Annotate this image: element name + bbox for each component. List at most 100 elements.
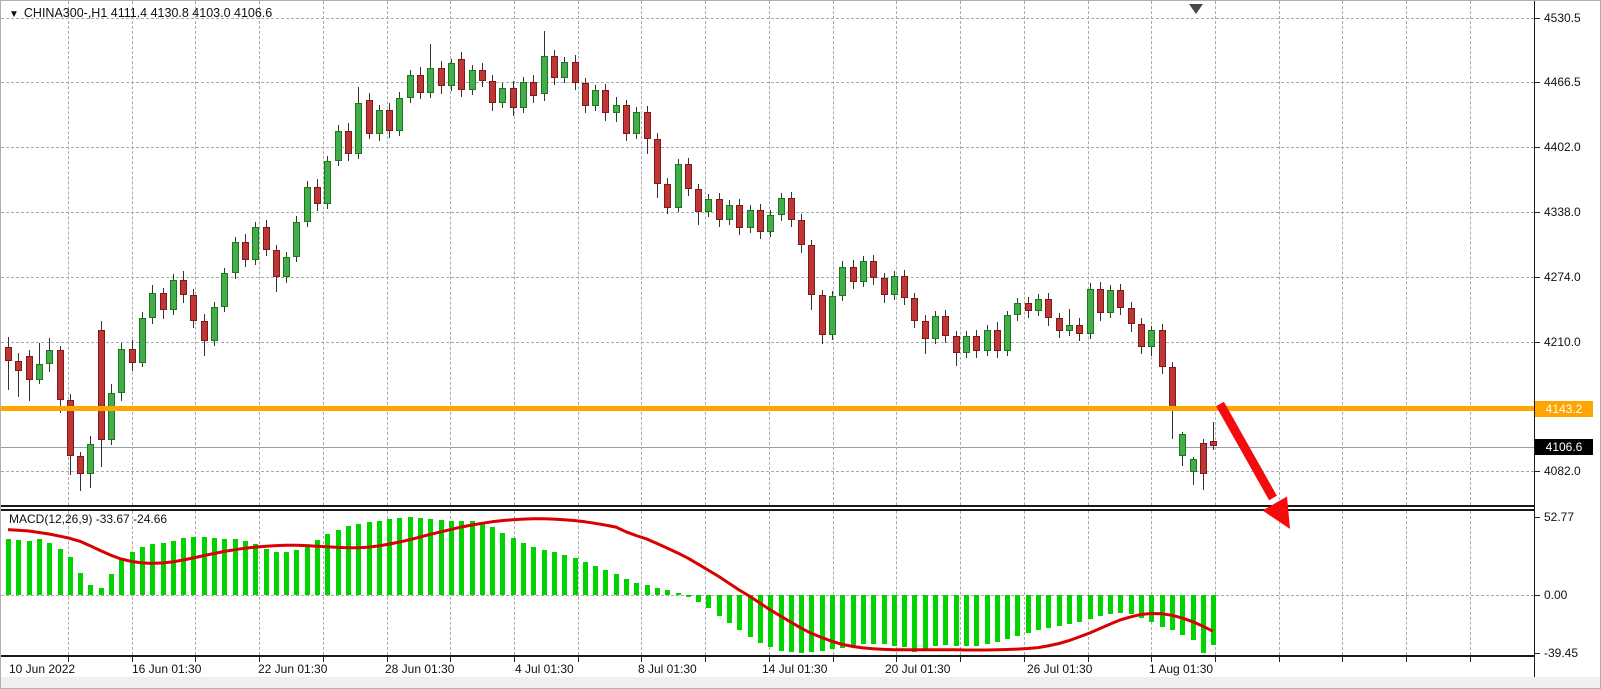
candle xyxy=(1107,290,1114,313)
time-axis-label: 26 Jul 01:30 xyxy=(1027,662,1093,676)
macd-histogram-bar xyxy=(109,574,114,595)
time-axis-tick xyxy=(323,656,324,662)
macd-histogram-bar xyxy=(686,595,691,598)
macd-histogram-bar xyxy=(1211,595,1216,645)
candle xyxy=(345,131,352,154)
macd-histogram-bar xyxy=(99,587,104,595)
dropdown-triangle-icon[interactable]: ▼ xyxy=(9,9,19,20)
macd-histogram-bar xyxy=(264,548,269,595)
time-axis-label: 8 Jul 01:30 xyxy=(638,662,697,676)
candle xyxy=(572,62,579,83)
candle xyxy=(664,184,671,208)
time-axis-tick xyxy=(68,656,69,662)
macd-histogram-bar xyxy=(902,595,907,648)
time-gridline xyxy=(1406,1,1407,505)
candle-wick xyxy=(1213,422,1214,450)
macd-histogram-bar xyxy=(16,539,21,595)
time-axis-tick xyxy=(896,656,897,662)
candle xyxy=(788,198,795,220)
candle xyxy=(263,227,270,250)
macd-histogram-bar xyxy=(377,520,382,595)
macd-histogram-bar xyxy=(809,595,814,653)
candle xyxy=(963,336,970,353)
candle xyxy=(829,296,836,335)
macd-histogram-bar xyxy=(954,595,959,646)
candle-wick xyxy=(8,337,9,390)
candle xyxy=(304,187,311,222)
time-axis-label: 20 Jul 01:30 xyxy=(885,662,951,676)
macd-histogram-bar xyxy=(964,595,969,647)
candle xyxy=(57,350,64,400)
price-axis-tick xyxy=(1534,342,1540,343)
candle xyxy=(438,68,445,86)
time-gridline xyxy=(132,1,133,505)
candle xyxy=(1179,434,1186,456)
time-gridline xyxy=(578,511,579,655)
price-gridline xyxy=(1,147,1534,148)
macd-histogram-bar xyxy=(645,585,650,595)
chart-title-text: CHINA300-,H1 4111.4 4130.8 4103.0 4106.6 xyxy=(23,6,273,20)
macd-histogram-bar xyxy=(171,540,176,595)
macd-histogram-bar xyxy=(305,545,310,595)
macd-histogram-bar xyxy=(439,520,444,595)
candle xyxy=(510,88,517,108)
macd-histogram-bar xyxy=(387,519,392,595)
macd-histogram-bar xyxy=(1149,595,1154,623)
macd-histogram-bar xyxy=(6,539,11,595)
time-axis-tick xyxy=(514,656,515,662)
price-chart-panel[interactable] xyxy=(1,1,1535,505)
macd-histogram-bar xyxy=(78,572,83,595)
macd-indicator-panel[interactable] xyxy=(1,511,1535,655)
candle xyxy=(293,222,300,257)
macd-histogram-bar xyxy=(706,595,711,609)
time-gridline xyxy=(68,1,69,505)
candle xyxy=(623,105,630,134)
macd-histogram-bar xyxy=(294,550,299,595)
time-gridline xyxy=(705,511,706,655)
time-axis-label: 4 Jul 01:30 xyxy=(515,662,574,676)
candle xyxy=(778,198,785,215)
candle xyxy=(1066,325,1073,331)
macd-axis-label: 52.77 xyxy=(1544,510,1575,524)
macd-histogram-bar xyxy=(542,550,547,595)
time-axis-label: 1 Aug 01:30 xyxy=(1149,662,1214,676)
macd-histogram-bar xyxy=(676,592,681,595)
time-axis-label: 10 Jun 2022 xyxy=(9,662,76,676)
macd-histogram-bar xyxy=(418,517,423,595)
price-gridline xyxy=(1,212,1534,213)
time-gridline xyxy=(769,1,770,505)
macd-histogram-bar xyxy=(882,595,887,645)
macd-histogram-bar xyxy=(624,578,629,595)
macd-histogram-bar xyxy=(88,584,93,595)
candle xyxy=(427,68,434,93)
time-gridline xyxy=(1088,1,1089,505)
candle xyxy=(932,316,939,339)
candle xyxy=(736,205,743,228)
candle xyxy=(582,83,589,106)
bottom-margin-strip xyxy=(1,677,1600,688)
candle xyxy=(201,321,208,341)
macd-histogram-bar xyxy=(1139,595,1144,618)
candle xyxy=(911,298,918,321)
candle xyxy=(67,400,74,456)
candle xyxy=(901,276,908,298)
candle xyxy=(973,336,980,351)
time-axis-tick xyxy=(705,656,706,662)
time-gridline xyxy=(1342,511,1343,655)
macd-histogram-bar xyxy=(933,595,938,646)
macd-histogram-bar xyxy=(995,595,1000,643)
candle xyxy=(1148,330,1155,347)
time-axis-tick xyxy=(195,656,196,662)
macd-histogram-bar xyxy=(923,595,928,650)
macd-histogram-bar xyxy=(397,517,402,595)
candle xyxy=(881,278,888,295)
macd-histogram-bar xyxy=(243,540,248,595)
candle xyxy=(1190,459,1197,472)
macd-histogram-bar xyxy=(140,547,145,595)
macd-histogram-bar xyxy=(356,523,361,595)
macd-histogram-bar xyxy=(346,525,351,595)
candle xyxy=(5,347,12,361)
candle xyxy=(1097,289,1104,313)
macd-histogram-bar xyxy=(583,561,588,595)
